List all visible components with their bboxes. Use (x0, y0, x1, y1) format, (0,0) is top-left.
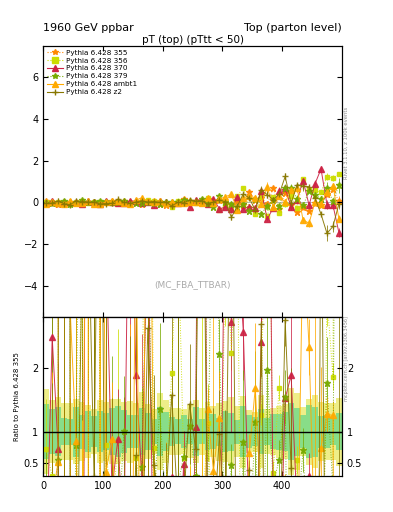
Text: 1960 GeV ppbar: 1960 GeV ppbar (43, 23, 134, 33)
Text: (MC_FBA_TTBAR): (MC_FBA_TTBAR) (154, 280, 231, 289)
Title: pT (top) (pTtt < 50): pT (top) (pTtt < 50) (141, 35, 244, 45)
Y-axis label: Ratio to Pythia 6.428 355: Ratio to Pythia 6.428 355 (14, 352, 20, 441)
Text: Rivet 3.1.10, z 100k events: Rivet 3.1.10, z 100k events (344, 107, 349, 180)
Text: Top (parton level): Top (parton level) (244, 23, 342, 33)
Legend: Pythia 6.428 355, Pythia 6.428 356, Pythia 6.428 370, Pythia 6.428 379, Pythia 6: Pythia 6.428 355, Pythia 6.428 356, Pyth… (46, 48, 138, 96)
Text: mcplots.cern.ch [arXiv:1306.3456]: mcplots.cern.ch [arXiv:1306.3456] (344, 316, 349, 401)
